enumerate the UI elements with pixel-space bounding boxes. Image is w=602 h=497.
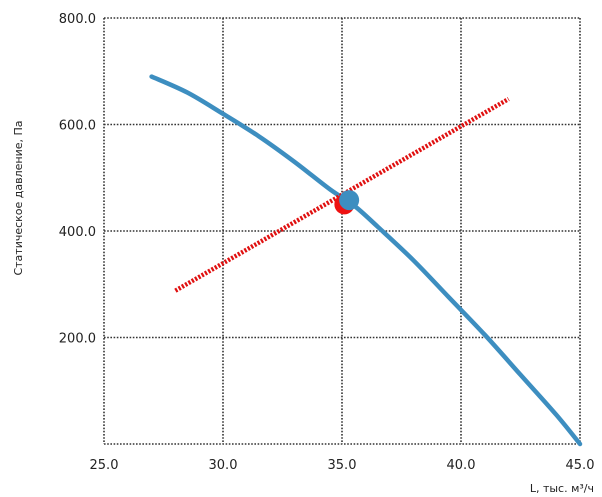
y-tick-label: 400.0 bbox=[59, 225, 96, 240]
x-tick-label: 35.0 bbox=[328, 458, 357, 473]
grid bbox=[103, 17, 581, 445]
x-axis-label: L, тыс. м³/ч bbox=[530, 482, 594, 495]
marker-layer bbox=[334, 190, 360, 215]
y-tick-label: 600.0 bbox=[59, 119, 96, 134]
x-tick-label: 45.0 bbox=[566, 458, 595, 473]
x-tick-label: 30.0 bbox=[209, 458, 238, 473]
y-tick-label: 800.0 bbox=[59, 12, 96, 27]
y-axis-label: Статическое давление, Па bbox=[12, 120, 25, 275]
x-tick-labels: 25.0 30.0 35.0 40.0 45.0 bbox=[90, 458, 595, 473]
y-tick-label: 200.0 bbox=[59, 332, 96, 347]
x-tick-label: 40.0 bbox=[447, 458, 476, 473]
operating-point-marker bbox=[339, 190, 360, 211]
fan-curve-line bbox=[149, 74, 583, 447]
system-curve-line bbox=[174, 96, 510, 293]
series-layer bbox=[149, 74, 583, 447]
y-tick-labels: 200.0 400.0 600.0 800.0 bbox=[59, 12, 96, 347]
x-tick-label: 25.0 bbox=[90, 458, 119, 473]
